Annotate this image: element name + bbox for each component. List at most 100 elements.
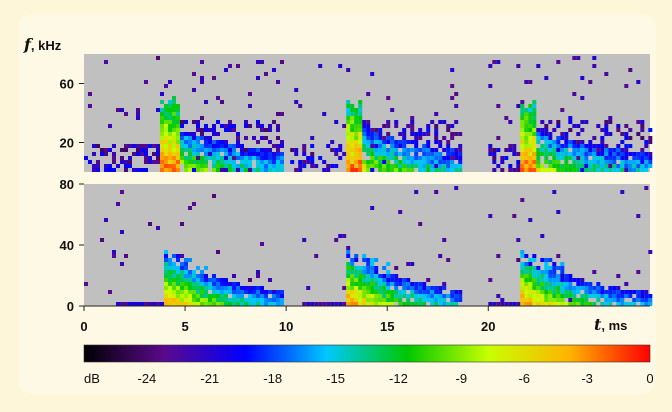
heatmap-cell bbox=[492, 168, 497, 172]
heatmap-cell bbox=[232, 156, 236, 160]
heatmap-cell bbox=[414, 156, 419, 160]
heatmap-cell bbox=[188, 298, 192, 302]
heatmap-cell bbox=[568, 298, 573, 302]
heatmap-cell bbox=[276, 290, 280, 294]
heatmap-cell bbox=[160, 108, 164, 112]
heatmap-cell bbox=[200, 286, 204, 290]
heatmap-cell bbox=[378, 152, 383, 156]
heatmap-cell bbox=[342, 286, 347, 290]
heatmap-cell bbox=[346, 100, 351, 104]
heatmap-cell bbox=[374, 298, 379, 302]
heatmap-cell bbox=[164, 112, 168, 116]
heatmap-cell bbox=[556, 286, 561, 290]
heatmap-cell bbox=[528, 136, 533, 140]
heatmap-cell bbox=[568, 156, 573, 160]
heatmap-cell bbox=[636, 156, 641, 160]
heatmap-cell bbox=[382, 136, 387, 140]
heatmap-cell bbox=[224, 302, 228, 306]
heatmap-cell bbox=[564, 140, 569, 144]
heatmap-cell bbox=[216, 282, 220, 286]
heatmap-cell bbox=[556, 168, 561, 172]
heatmap-cell bbox=[552, 270, 557, 274]
heatmap-cell bbox=[346, 290, 351, 294]
heatmap-cell bbox=[164, 156, 168, 160]
heatmap-cell bbox=[350, 258, 355, 262]
heatmap-cell bbox=[176, 136, 180, 140]
heatmap-cell bbox=[354, 156, 359, 160]
heatmap-cell bbox=[342, 302, 347, 306]
heatmap-cell bbox=[572, 144, 577, 148]
heatmap-cell bbox=[580, 278, 585, 282]
heatmap-cell bbox=[584, 286, 589, 290]
heatmap-cell bbox=[434, 124, 439, 128]
heatmap-cell bbox=[232, 152, 236, 156]
heatmap-cell bbox=[528, 132, 533, 136]
heatmap-cell bbox=[528, 278, 533, 282]
heatmap-cell bbox=[180, 160, 184, 164]
heatmap-cell bbox=[370, 206, 375, 210]
heatmap-cell bbox=[516, 238, 521, 242]
heatmap-cell bbox=[220, 168, 224, 172]
heatmap-cell bbox=[624, 160, 629, 164]
heatmap-cell bbox=[272, 160, 276, 164]
heatmap-cell bbox=[524, 262, 529, 266]
heatmap-cell bbox=[454, 290, 459, 294]
heatmap-cell bbox=[580, 160, 585, 164]
heatmap-cell bbox=[164, 124, 168, 128]
heatmap-cell bbox=[612, 156, 617, 160]
heatmap-cell bbox=[160, 116, 164, 120]
heatmap-cell bbox=[520, 128, 525, 132]
heatmap-cell bbox=[616, 156, 621, 160]
heatmap-cell bbox=[516, 302, 521, 306]
heatmap-cell bbox=[216, 290, 220, 294]
heatmap-cell bbox=[532, 104, 537, 108]
heatmap-cell bbox=[434, 294, 439, 298]
heatmap-cell bbox=[446, 160, 451, 164]
heatmap-cell bbox=[204, 274, 208, 278]
heatmap-cell bbox=[386, 294, 391, 298]
heatmap-cell bbox=[544, 144, 549, 148]
heatmap-cell bbox=[620, 152, 625, 156]
heatmap-cell bbox=[532, 124, 537, 128]
heatmap-cell bbox=[592, 64, 597, 68]
heatmap-cell bbox=[604, 290, 609, 294]
heatmap-cell bbox=[540, 302, 545, 306]
heatmap-cell bbox=[374, 258, 379, 262]
heatmap-cell bbox=[180, 222, 184, 226]
heatmap-cell bbox=[264, 294, 268, 298]
heatmap-cell bbox=[616, 274, 621, 278]
heatmap-cell bbox=[268, 302, 272, 306]
heatmap-cell bbox=[520, 148, 525, 152]
heatmap-cell bbox=[608, 290, 613, 294]
heatmap-cell bbox=[192, 140, 196, 144]
heatmap-cell bbox=[172, 164, 176, 168]
heatmap-cell bbox=[370, 144, 375, 148]
heatmap-cell bbox=[104, 218, 108, 222]
heatmap-cell bbox=[528, 124, 533, 128]
heatmap-cell bbox=[426, 160, 431, 164]
heatmap-cell bbox=[640, 298, 645, 302]
heatmap-cell bbox=[228, 164, 232, 168]
heatmap-cell bbox=[378, 298, 383, 302]
heatmap-cell bbox=[544, 140, 549, 144]
heatmap-cell bbox=[366, 132, 371, 136]
heatmap-cell bbox=[350, 108, 355, 112]
heatmap-cell bbox=[536, 266, 541, 270]
heatmap-cell bbox=[354, 266, 359, 270]
heatmap-cell bbox=[192, 148, 196, 152]
heatmap-cell bbox=[576, 148, 581, 152]
heatmap-cell bbox=[528, 104, 533, 108]
heatmap-cell bbox=[446, 148, 451, 152]
heatmap-cell bbox=[560, 144, 565, 148]
heatmap-cell bbox=[548, 266, 553, 270]
heatmap-cell bbox=[512, 144, 517, 148]
heatmap-cell bbox=[516, 258, 521, 262]
heatmap-cell bbox=[264, 152, 268, 156]
heatmap-cell bbox=[418, 160, 423, 164]
heatmap-cell bbox=[370, 278, 375, 282]
heatmap-cell bbox=[358, 120, 363, 124]
heatmap-cell bbox=[164, 164, 168, 168]
heatmap-cell bbox=[294, 148, 299, 152]
heatmap-cell bbox=[504, 156, 509, 160]
heatmap-cell bbox=[442, 148, 447, 152]
